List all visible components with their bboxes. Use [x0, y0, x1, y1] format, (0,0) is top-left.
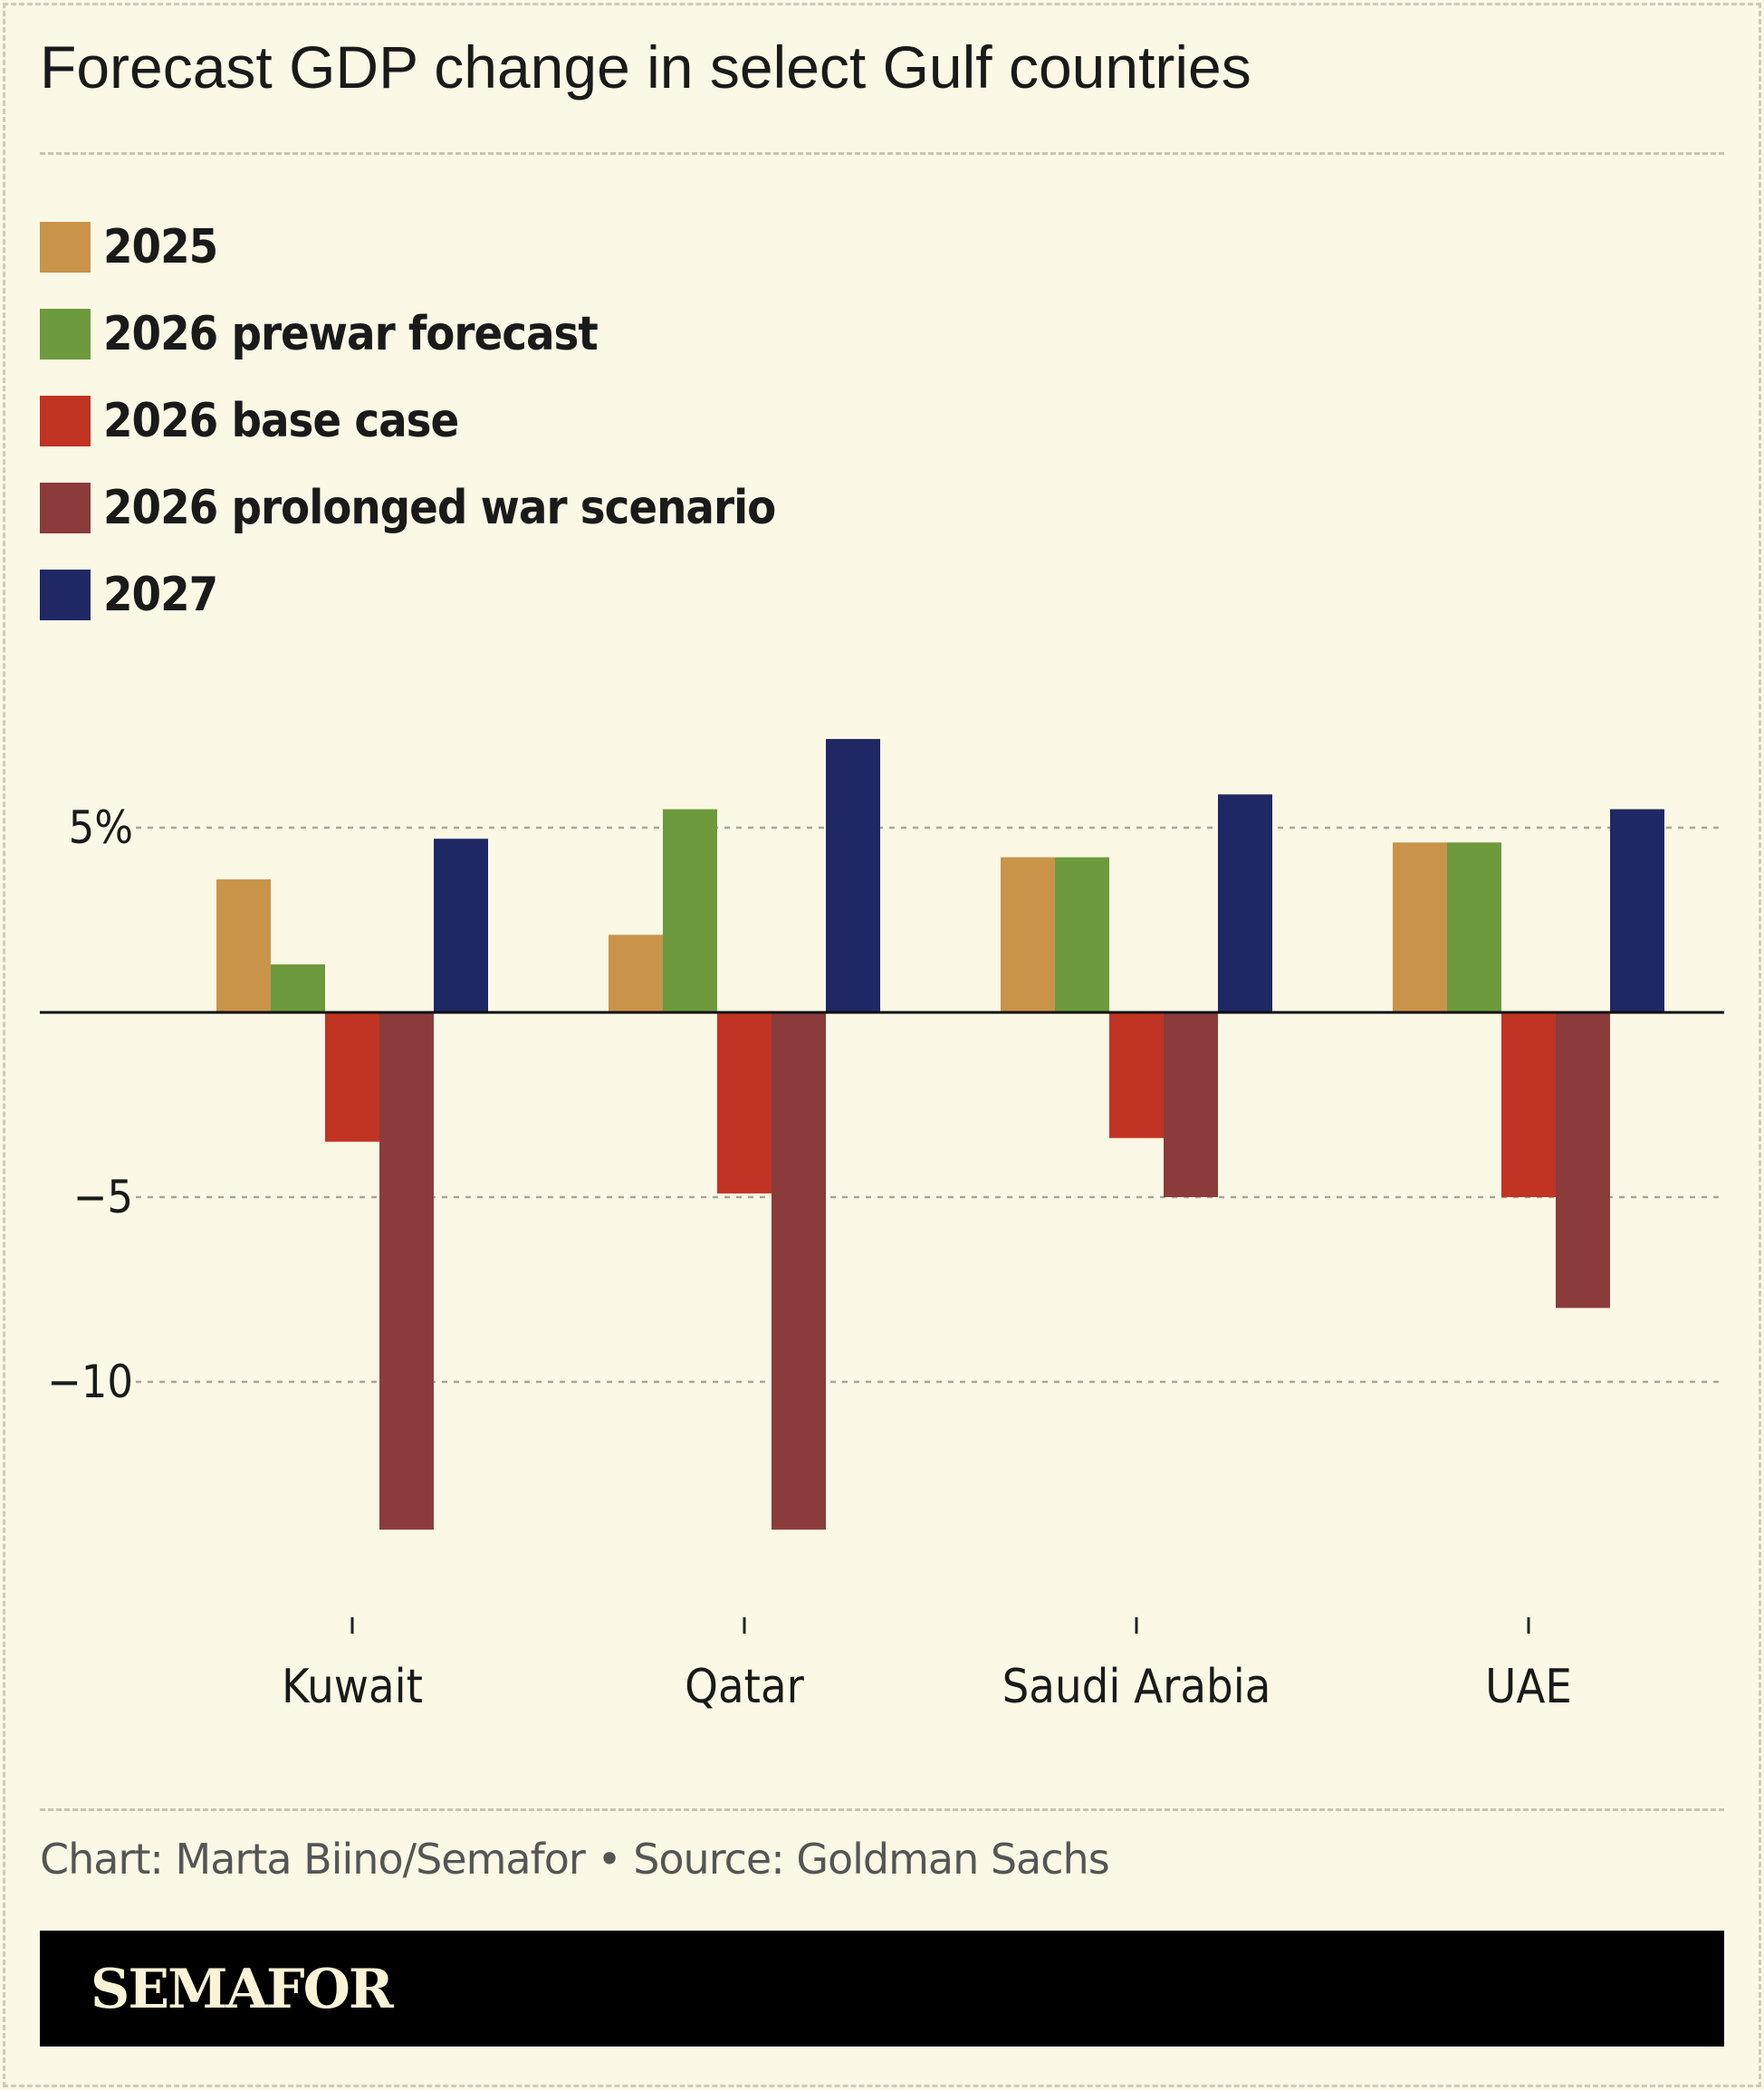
bar-2027 — [1218, 794, 1272, 1012]
bar-2026-base-case — [717, 1012, 772, 1194]
bar-2025 — [216, 879, 271, 1012]
chart-title: Forecast GDP change in select Gulf count… — [40, 34, 1251, 101]
bar-2027 — [1610, 809, 1664, 1012]
divider — [40, 152, 1724, 155]
y-tick-label: −10 — [47, 1356, 133, 1408]
bar-2026-prewar-forecast — [663, 809, 717, 1012]
legend-label: 2026 base case — [103, 394, 459, 448]
bar-2026-prewar-forecast — [271, 964, 325, 1012]
bar-2026-prolonged-war-scenario — [379, 1012, 434, 1530]
bar-2027 — [826, 739, 880, 1012]
divider — [40, 1808, 1724, 1811]
legend-item: 2025 — [40, 204, 775, 291]
legend-swatch — [40, 396, 91, 446]
bar-2026-prolonged-war-scenario — [1556, 1012, 1610, 1309]
footer-bar: SEMAFOR — [40, 1931, 1724, 2047]
x-tick-label: Kuwait — [282, 1660, 423, 1714]
legend-label: 2025 — [103, 220, 218, 274]
legend-item: 2026 base case — [40, 378, 775, 465]
legend-swatch — [40, 222, 91, 273]
bar-2026-base-case — [1501, 1012, 1556, 1197]
legend-label: 2026 prolonged war scenario — [103, 481, 776, 535]
semafor-logo: SEMAFOR — [91, 1958, 394, 2021]
legend: 2025 2026 prewar forecast 2026 base case 20… — [40, 204, 776, 638]
bar-2026-base-case — [325, 1012, 379, 1142]
bar-2026-prolonged-war-scenario — [1164, 1012, 1218, 1197]
legend-item: 2027 — [40, 551, 775, 638]
chart-frame — [3, 3, 1761, 2087]
credit-line: Chart: Marta Biino/Semafor • Source: Gol… — [40, 1835, 1110, 1884]
legend-item: 2026 prolonged war scenario — [40, 465, 776, 551]
legend-item: 2026 prewar forecast — [40, 291, 775, 378]
bar-2026-base-case — [1109, 1012, 1164, 1138]
x-tick-label: Qatar — [685, 1660, 804, 1714]
legend-swatch — [40, 570, 91, 620]
legend-label: 2027 — [103, 568, 218, 622]
x-tick-label: Saudi Arabia — [1002, 1660, 1271, 1714]
legend-label: 2026 prewar forecast — [103, 307, 599, 361]
legend-swatch — [40, 309, 91, 360]
bar-2025 — [1001, 857, 1055, 1012]
bar-2025 — [1393, 842, 1447, 1012]
x-tick-label: UAE — [1485, 1660, 1572, 1714]
y-tick-label: −5 — [73, 1171, 133, 1223]
bar-2025 — [609, 935, 663, 1012]
bar-2026-prewar-forecast — [1447, 842, 1501, 1012]
bar-2027 — [434, 839, 488, 1012]
bar-2026-prolonged-war-scenario — [772, 1012, 826, 1530]
bar-2026-prewar-forecast — [1055, 857, 1109, 1012]
legend-swatch — [40, 483, 91, 533]
y-tick-label: 5% — [69, 801, 133, 854]
